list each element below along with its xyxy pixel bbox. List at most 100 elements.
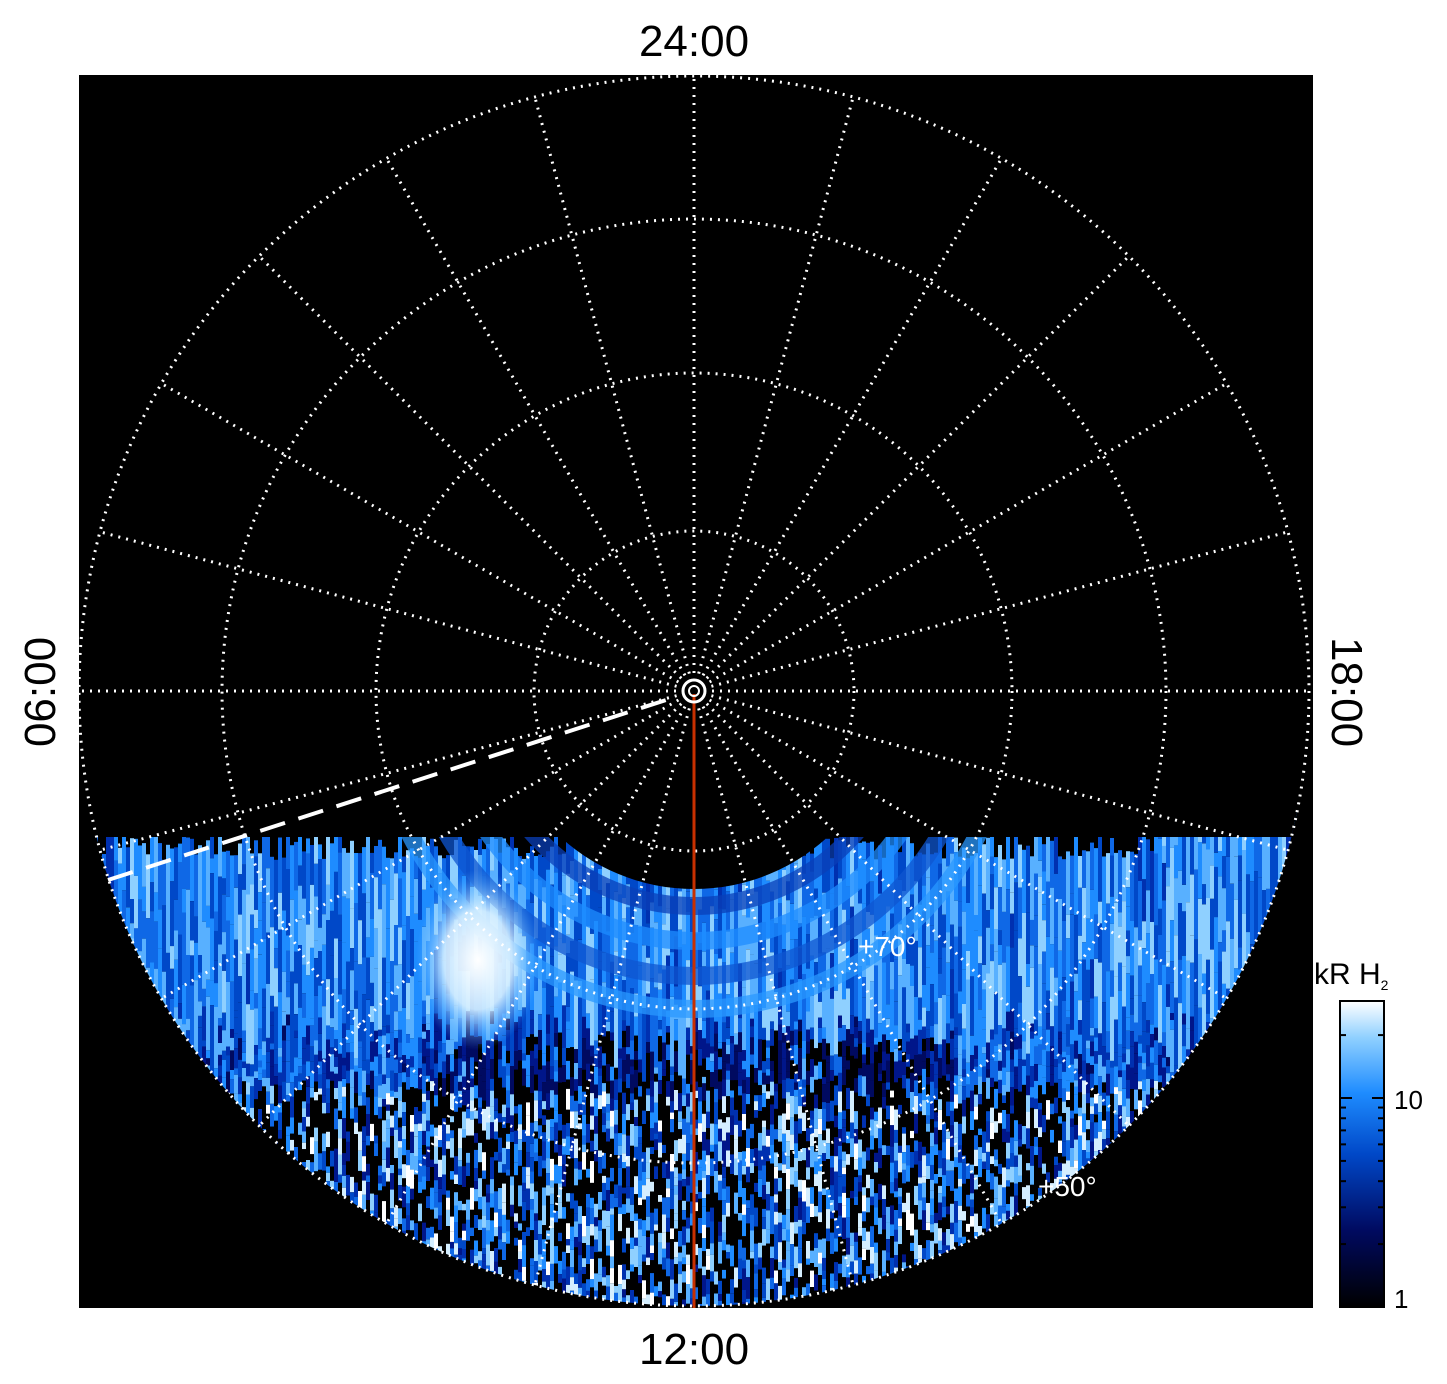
emission-pixel (650, 1071, 654, 1081)
emission-pixel (722, 1068, 726, 1080)
emission-pixel (466, 1176, 470, 1192)
emission-pixel (882, 1128, 886, 1146)
emission-pixel (226, 896, 230, 921)
emission-pixel (546, 1173, 550, 1186)
emission-pixel (294, 1128, 298, 1148)
emission-pixel (606, 1044, 610, 1064)
emission-pixel (858, 1157, 862, 1176)
emission-pixel (734, 1175, 738, 1193)
emission-pixel (682, 1095, 686, 1107)
emission-pixel (362, 1180, 366, 1195)
emission-pixel (730, 1064, 734, 1081)
emission-pixel (330, 1054, 334, 1072)
emission-pixel (666, 1096, 670, 1106)
emission-pixel (730, 1245, 734, 1267)
emission-pixel (154, 921, 158, 969)
emission-pixel (650, 1181, 654, 1192)
emission-pixel (870, 1226, 874, 1247)
emission-pixel (382, 1084, 386, 1100)
emission-pixel (262, 1069, 266, 1078)
emission-pixel (834, 1054, 838, 1076)
emission-pixel (386, 1110, 390, 1120)
emission-pixel (350, 1010, 354, 1025)
emission-pixel (310, 1087, 314, 1098)
emission-pixel (598, 1046, 602, 1062)
emission-pixel (798, 1179, 802, 1192)
emission-pixel (778, 1073, 782, 1084)
emission-pixel (538, 1050, 542, 1070)
emission-pixel (390, 1090, 394, 1097)
emission-pixel (458, 1210, 462, 1224)
emission-pixel (406, 1120, 410, 1133)
emission-pixel (510, 1073, 514, 1095)
emission-pixel (694, 1049, 698, 1065)
emission-pixel (334, 1182, 338, 1195)
emission-pixel (770, 1175, 774, 1197)
emission-pixel (234, 1074, 238, 1094)
emission-pixel (770, 1021, 774, 1030)
emission-pixel (694, 1128, 698, 1136)
emission-pixel (866, 1047, 870, 1065)
emission-pixel (590, 1258, 594, 1280)
emission-pixel (810, 917, 814, 956)
emission-pixel (862, 997, 866, 1043)
emission-pixel (782, 1058, 786, 1080)
emission-pixel (682, 1257, 686, 1265)
emission-pixel (286, 997, 290, 1015)
emission-pixel (858, 1213, 862, 1228)
emission-pixel (526, 1254, 530, 1267)
emission-pixel (370, 1006, 374, 1023)
emission-pixel (726, 1027, 730, 1039)
emission-pixel (798, 1161, 802, 1180)
emission-pixel (822, 1285, 826, 1294)
emission-pixel (442, 1142, 446, 1156)
emission-pixel (726, 1258, 730, 1280)
emission-pixel (810, 1225, 814, 1244)
emission-pixel (454, 839, 458, 899)
emission-pixel (578, 1103, 582, 1115)
emission-pixel (570, 1250, 574, 1268)
emission-pixel (330, 1166, 334, 1174)
emission-pixel (382, 884, 386, 958)
emission-pixel (874, 1309, 878, 1317)
emission-pixel (474, 1133, 478, 1143)
emission-pixel (746, 1128, 750, 1148)
emission-pixel (530, 1209, 534, 1231)
emission-pixel (714, 1284, 718, 1294)
emission-pixel (838, 1253, 842, 1264)
emission-pixel (582, 1100, 586, 1115)
emission-pixel (314, 1081, 318, 1092)
emission-pixel (754, 1273, 758, 1290)
emission-pixel (670, 1074, 674, 1082)
emission-pixel (686, 1228, 690, 1243)
emission-pixel (602, 1113, 606, 1125)
emission-pixel (330, 1080, 334, 1096)
emission-pixel (866, 1174, 870, 1189)
emission-pixel (410, 976, 414, 1039)
emission-pixel (198, 972, 202, 1002)
emission-pixel (586, 1194, 590, 1208)
emission-pixel (470, 1227, 474, 1236)
emission-pixel (834, 1280, 838, 1293)
emission-pixel (782, 1278, 786, 1296)
emission-pixel (602, 1106, 606, 1114)
emission-pixel (746, 1115, 750, 1129)
emission-pixel (634, 1286, 638, 1297)
emission-pixel (518, 1150, 522, 1166)
emission-pixel (226, 850, 230, 897)
emission-pixel (254, 1071, 258, 1078)
emission-pixel (754, 1101, 758, 1111)
emission-pixel (358, 1171, 362, 1191)
emission-pixel (658, 1029, 662, 1037)
emission-pixel (294, 841, 298, 891)
emission-pixel (298, 1066, 302, 1074)
emission-pixel (538, 1138, 542, 1156)
emission-pixel (558, 1183, 562, 1203)
emission-pixel (738, 1032, 742, 1052)
emission-pixel (574, 1213, 578, 1222)
emission-pixel (794, 1171, 798, 1187)
emission-pixel (302, 1101, 306, 1109)
emission-pixel (230, 1050, 234, 1070)
emission-pixel (742, 1069, 746, 1080)
